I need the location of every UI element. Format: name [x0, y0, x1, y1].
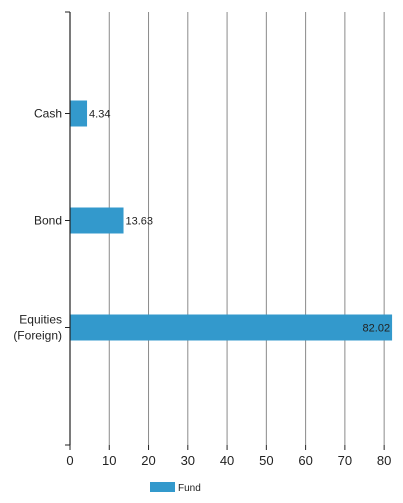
x-tick-label-0: 0	[66, 453, 73, 468]
bars	[70, 100, 393, 341]
category-label-equities-foreign: Equities (Foreign)	[13, 313, 62, 343]
x-tick-label-70: 70	[338, 453, 352, 468]
x-tick-label-60: 60	[298, 453, 312, 468]
category-label-cash: Cash	[34, 107, 62, 121]
gridlines	[108, 12, 385, 445]
legend: Fund	[150, 482, 201, 494]
legend-swatch-fund	[150, 482, 175, 492]
bar-equities-foreign	[70, 314, 393, 341]
x-tick-label-20: 20	[141, 453, 155, 468]
data-label-cash: 4.34	[89, 109, 110, 121]
bar-bond	[70, 207, 124, 234]
x-tick-label-10: 10	[102, 453, 116, 468]
x-tick-label-30: 30	[181, 453, 195, 468]
category-label-bond: Bond	[34, 214, 62, 228]
axes	[65, 11, 385, 450]
x-tick-label-50: 50	[259, 453, 273, 468]
legend-label-fund: Fund	[178, 483, 201, 494]
data-label-bond: 13.63	[126, 216, 154, 228]
labels: 0 10 20 30 40 50 60 70 80 Cash 4.34 Bond 13.63 Equiti…	[13, 107, 391, 469]
x-tick-label-80: 80	[377, 453, 391, 468]
bar-cash	[70, 100, 88, 127]
x-tick-label-40: 40	[220, 453, 234, 468]
data-label-equities-foreign: 82.02	[363, 323, 391, 335]
